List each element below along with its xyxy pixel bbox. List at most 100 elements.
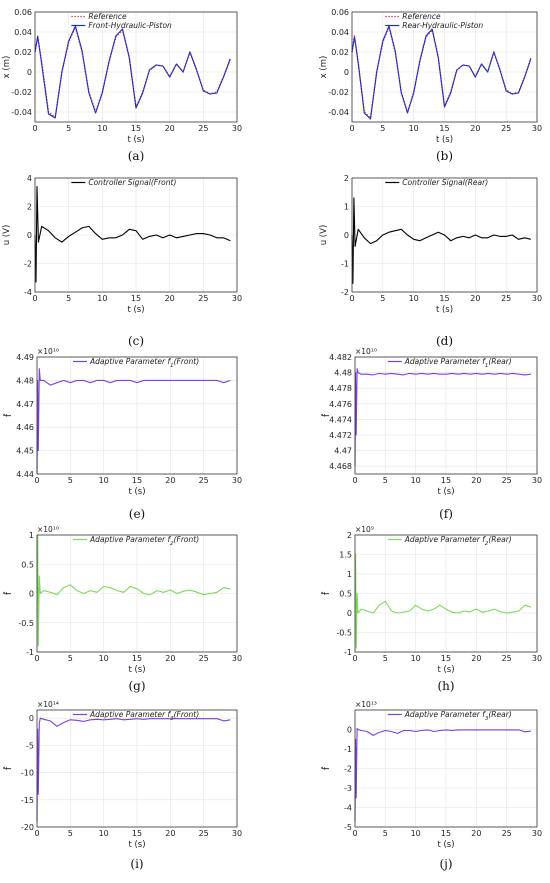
y-tick-label: -1 — [344, 745, 352, 754]
y-tick-label: 0 — [347, 726, 352, 735]
y-exponent-label: ×10¹⁰ — [355, 347, 377, 356]
x-tick-label: 5 — [380, 294, 385, 303]
y-tick-label: 4.474 — [329, 415, 352, 424]
axes-frame — [34, 11, 238, 123]
legend-label: Front-Hydraulic-Piston — [88, 21, 172, 30]
x-tick-label: 30 — [232, 829, 242, 838]
x-tick-label: 0 — [32, 294, 37, 303]
legend-label: Adaptive Parameter f1(Front) — [89, 357, 199, 369]
y-tick-label: 4.48 — [334, 369, 352, 378]
axes-frame — [351, 177, 538, 293]
x-tick-label: 15 — [132, 476, 142, 485]
y-tick-label: -5 — [26, 741, 34, 750]
series-line-0 — [34, 186, 231, 283]
y-axis-label: f̂ — [2, 413, 14, 417]
x-tick-label: 30 — [232, 124, 242, 133]
x-tick-label: 10 — [97, 294, 107, 303]
y-tick-label: -0.5 — [336, 629, 352, 638]
x-tick-label: 0 — [349, 294, 354, 303]
x-tick-label: 25 — [502, 829, 512, 838]
series-line-0 — [351, 197, 531, 284]
x-tick-label: 30 — [532, 124, 542, 133]
y-tick-label: 4.47 — [334, 447, 352, 456]
x-tick-label: 5 — [383, 476, 388, 485]
x-tick-label: 20 — [471, 654, 481, 663]
x-tick-label: 15 — [439, 294, 449, 303]
x-tick-label: 15 — [441, 654, 451, 663]
x-tick-label: 0 — [352, 654, 357, 663]
y-tick-label: 1.5 — [339, 551, 352, 560]
x-tick-label: 10 — [409, 294, 419, 303]
y-tick-label: 0.06 — [14, 8, 32, 17]
x-tick-label: 25 — [199, 829, 209, 838]
axes-frame — [34, 177, 238, 293]
x-tick-label: 10 — [97, 124, 107, 133]
legend-label-base: Adaptive Parameter f — [89, 710, 171, 719]
x-tick-label: 20 — [165, 829, 175, 838]
legend-label-tail: (Rear) — [488, 357, 511, 366]
y-tick-label: -1 — [344, 648, 352, 657]
series-line-1 — [34, 25, 231, 119]
x-tick-label: 15 — [132, 829, 142, 838]
x-tick-label: 10 — [411, 654, 421, 663]
y-tick-label: -1 — [26, 648, 34, 657]
panel-caption: (i) — [130, 857, 143, 871]
legend-label: Adaptive Parameter f3(Rear) — [404, 710, 512, 722]
x-tick-label: 30 — [232, 654, 242, 663]
x-tick-label: 5 — [380, 124, 385, 133]
x-tick-label: 25 — [502, 476, 512, 485]
x-tick-label: 10 — [99, 654, 109, 663]
y-tick-label: -4 — [344, 804, 352, 813]
y-axis-label: f̂ — [320, 413, 332, 417]
x-tick-label: 20 — [471, 476, 481, 485]
y-exponent-label: ×10¹⁴ — [37, 700, 59, 709]
x-tick-label: 5 — [68, 654, 73, 663]
legend-label-base: Adaptive Parameter f — [404, 535, 486, 544]
legend-label: Adaptive Parameter f1(Rear) — [404, 357, 512, 369]
y-axis-label: f̂ — [320, 591, 332, 595]
y-axis-label: u (V) — [2, 225, 12, 246]
y-tick-label: -3 — [344, 784, 352, 793]
y-tick-label: 4.48 — [16, 376, 34, 385]
x-tick-label: 30 — [232, 476, 242, 485]
y-tick-label: -5 — [344, 823, 352, 832]
y-tick-label: -10 — [21, 769, 34, 778]
x-tick-label: 5 — [383, 829, 388, 838]
panel-caption: (d) — [436, 334, 453, 348]
axes-frame — [351, 11, 538, 123]
panel-e: 0 5 10 15 20 25 30 4.44 4.45 4.46 4.47 4.48 4.49×10¹… — [2, 347, 242, 521]
x-tick-label: 15 — [441, 829, 451, 838]
x-axis-label: t (s) — [437, 840, 454, 850]
y-tick-label: 4.478 — [329, 384, 352, 393]
x-tick-label: 5 — [66, 294, 71, 303]
y-tick-label: -2 — [24, 260, 32, 269]
legend-label-subscript: 3 — [485, 716, 489, 722]
y-tick-label: 4.47 — [16, 400, 34, 409]
y-tick-label: -2 — [344, 765, 352, 774]
x-tick-label: 15 — [131, 294, 141, 303]
panel-caption: (f) — [439, 507, 453, 521]
panel-b: 0 5 10 15 20 25 30 -0.04 -0.02 0 0.02 0.04 0.06 t (s)… — [319, 8, 542, 163]
axes-frame — [354, 709, 538, 828]
legend-label-tail: (Front) — [174, 535, 200, 544]
legend-label-subscript: 2 — [485, 541, 489, 547]
y-tick-label: -4 — [24, 288, 32, 297]
y-tick-label: 1 — [29, 531, 34, 540]
x-tick-label: 30 — [232, 294, 242, 303]
x-axis-label: t (s) — [436, 305, 453, 315]
x-tick-label: 10 — [409, 124, 419, 133]
y-tick-label: -0.04 — [328, 108, 349, 117]
x-tick-label: 5 — [68, 829, 73, 838]
x-tick-label: 30 — [532, 654, 542, 663]
y-tick-label: -20 — [21, 823, 34, 832]
y-tick-label: 4.472 — [329, 431, 352, 440]
legend-label: Adaptive Parameter f2(Rear) — [404, 535, 512, 547]
y-tick-label: 0 — [344, 68, 349, 77]
legend-label: Adaptive Parameter f2(Front) — [89, 535, 199, 547]
y-tick-label: -2 — [341, 288, 349, 297]
y-tick-label: 4.476 — [329, 400, 352, 409]
axes-frame — [354, 534, 538, 653]
legend-label-subscript: 3 — [170, 716, 174, 722]
x-axis-label: t (s) — [128, 665, 145, 675]
